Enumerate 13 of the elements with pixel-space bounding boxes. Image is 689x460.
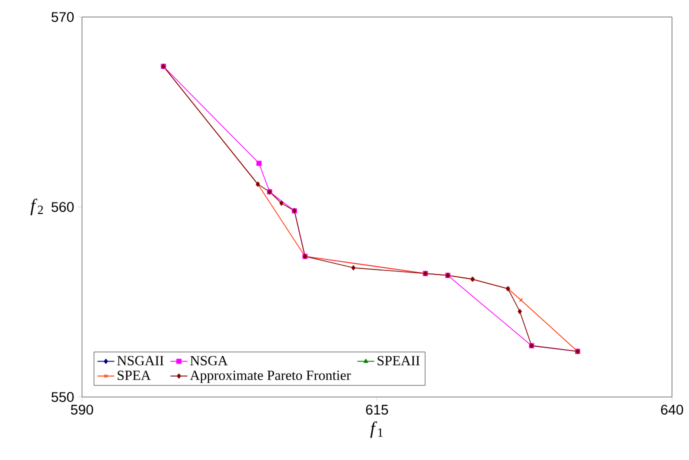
legend-label: SPEAII bbox=[378, 356, 420, 366]
x-tick-label: 640 bbox=[661, 404, 684, 415]
legend-label: SPEA bbox=[118, 370, 151, 380]
legend-label: Approximate Pareto Frontier bbox=[190, 370, 351, 383]
y-tick-label: 550 bbox=[52, 392, 74, 402]
y-axis-title: f$_{2}$ bbox=[30, 198, 43, 216]
x-axis-title: f$_{1}$ bbox=[370, 421, 383, 438]
legend-label: NSGAII bbox=[117, 356, 164, 366]
x-tick-label: 615 bbox=[366, 404, 388, 415]
x-tick-label: 590 bbox=[70, 404, 94, 415]
y-tick-label: 570 bbox=[52, 12, 74, 22]
legend-label: NSGA bbox=[190, 356, 228, 366]
y-tick-label: 560 bbox=[52, 202, 74, 212]
